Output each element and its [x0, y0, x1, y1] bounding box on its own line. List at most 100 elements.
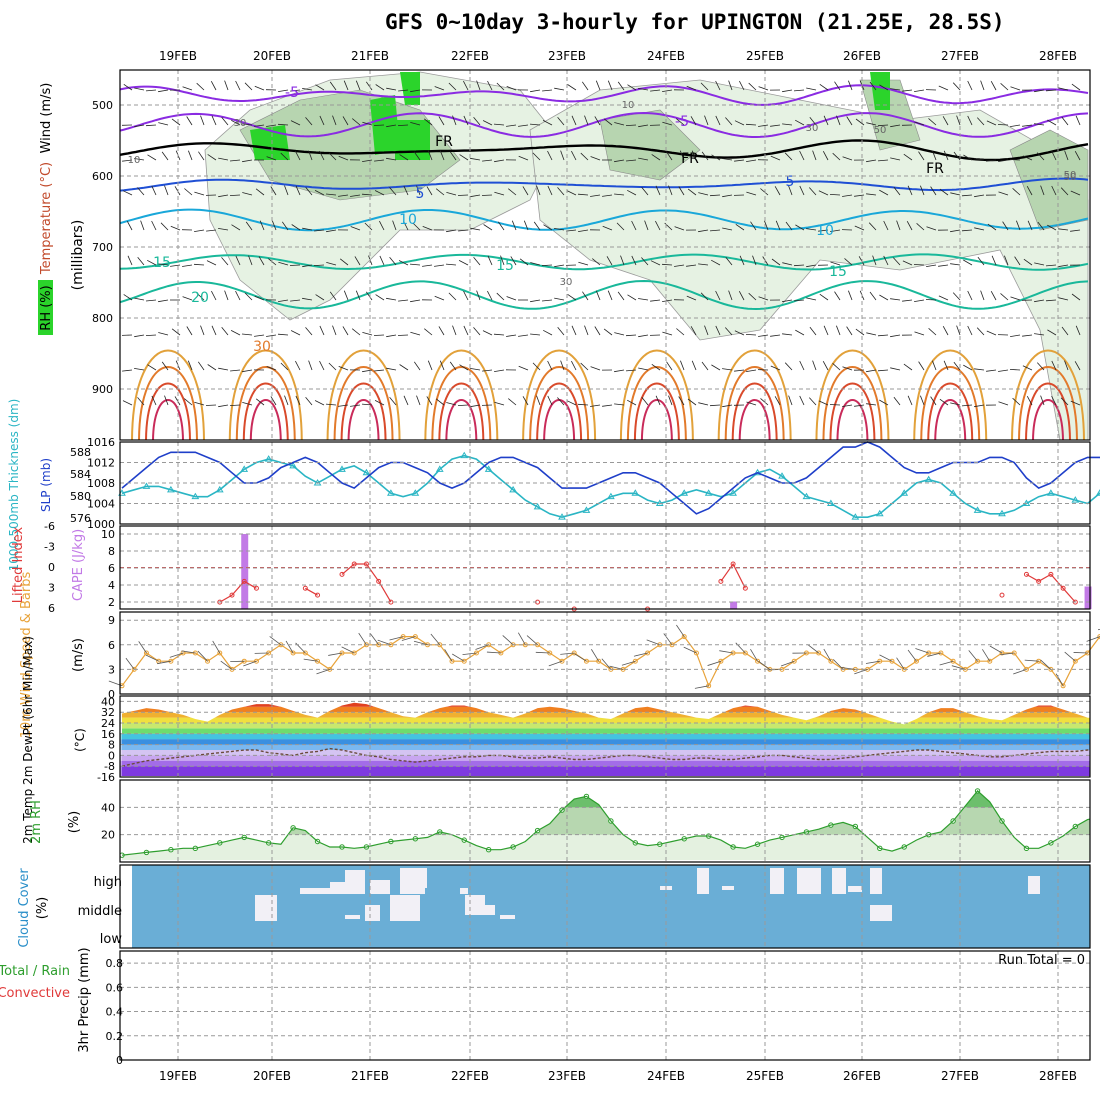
wind-barb	[266, 366, 277, 371]
wind-barb	[375, 294, 385, 301]
wind-barb	[566, 190, 577, 196]
wind-barb	[662, 299, 673, 302]
wind-barb	[1009, 369, 1021, 371]
precip-conv-label: Convective	[0, 986, 70, 1001]
li-tick: -3	[44, 541, 55, 554]
wind-barb	[914, 299, 925, 302]
wind10-barb	[548, 660, 563, 667]
wind-barb	[907, 185, 913, 196]
precip-axis-label: 3hr Precip (mm)	[77, 947, 92, 1052]
wind10-marker	[693, 650, 699, 656]
wind-barb	[412, 222, 421, 231]
li-marker	[229, 592, 235, 598]
wind-barb	[770, 124, 781, 127]
wind-barb	[590, 194, 601, 197]
wind10-marker	[302, 650, 308, 656]
wind-barb	[255, 188, 265, 196]
wind-barb	[386, 157, 397, 161]
contour-label: 50	[1064, 172, 1077, 183]
wind-barb	[151, 220, 157, 231]
wind-barb	[595, 80, 601, 91]
thickness-marker	[973, 506, 982, 513]
wind-barb	[386, 87, 397, 91]
wind-barb	[866, 159, 877, 163]
wind-barb	[134, 87, 145, 91]
thickness-marker	[704, 489, 713, 496]
wind-barb	[134, 158, 145, 161]
li-tick: 3	[48, 582, 55, 595]
wind10-marker	[816, 650, 822, 656]
wind-barb	[134, 334, 145, 338]
wind-barb	[278, 261, 289, 266]
wind-barb	[314, 229, 325, 232]
wind-barb	[617, 291, 625, 301]
wind-barb	[547, 395, 553, 406]
wind-barb	[709, 404, 721, 407]
wind-barb	[547, 185, 553, 196]
wind-barb	[470, 368, 481, 371]
wind-barb	[426, 396, 433, 406]
thickness-tick: 580	[70, 490, 91, 503]
thermal-contour	[249, 399, 282, 440]
wind10-barb	[341, 646, 355, 654]
wind-barb	[470, 157, 481, 161]
thermal-contour	[1025, 382, 1071, 440]
wind-barb	[1034, 123, 1045, 126]
isotherm-20	[120, 279, 1089, 311]
wind10-tick: 0	[108, 688, 115, 701]
wind-barb	[998, 401, 1009, 406]
thickness-marker	[142, 482, 151, 489]
cloud-gap	[345, 870, 365, 894]
wind-barb	[164, 185, 169, 196]
wind-barb	[704, 325, 709, 336]
wind-barb	[641, 186, 649, 196]
wind-barb	[278, 299, 289, 302]
wind10-marker	[950, 658, 956, 664]
wind-barb	[308, 360, 313, 371]
wind-barb	[686, 264, 697, 267]
wind-barb	[991, 255, 997, 266]
wind-barb	[990, 81, 997, 91]
wind-barb	[943, 150, 949, 161]
wind-barb	[221, 257, 229, 266]
wind-barb	[928, 328, 937, 336]
wind-barb	[248, 255, 253, 266]
wind-barb	[1051, 360, 1057, 371]
wind-barb	[206, 229, 217, 232]
cloud-gap	[500, 915, 515, 919]
wind-barb	[242, 123, 253, 126]
wind-barb	[529, 123, 541, 126]
wind-barb	[709, 229, 721, 232]
thermal-contour	[815, 349, 890, 440]
thermal-contour	[522, 349, 597, 440]
wind-barb	[362, 332, 373, 336]
wind-barb	[473, 117, 481, 126]
thermal-contour	[829, 382, 876, 440]
temp-tick: -16	[97, 771, 115, 784]
wind-barb	[651, 363, 661, 371]
wind-barb	[998, 159, 1009, 162]
temp-tick: 0	[108, 749, 115, 762]
wind-barb	[547, 150, 553, 161]
wind-barb	[603, 328, 613, 336]
wind-barb	[784, 152, 793, 161]
wind-barb	[788, 395, 793, 406]
contour-label: FR	[435, 134, 453, 150]
wind10-barb	[535, 651, 550, 654]
wind-barb	[974, 227, 985, 231]
wind-barb	[315, 294, 325, 301]
wind-barb	[266, 156, 277, 161]
wind-barb	[314, 400, 325, 406]
wind-barb	[449, 361, 457, 371]
cloud-gap	[722, 886, 734, 890]
wind-barb	[846, 326, 853, 336]
wind-barb	[354, 256, 361, 266]
wind-barb	[554, 228, 565, 231]
wind10-marker	[461, 658, 467, 664]
wind-barb	[977, 117, 985, 126]
wind10-marker	[1072, 658, 1078, 664]
wind-barb	[774, 186, 781, 196]
thickness-marker	[509, 485, 517, 493]
wind-barb	[698, 229, 709, 233]
wind-barb	[848, 80, 853, 91]
